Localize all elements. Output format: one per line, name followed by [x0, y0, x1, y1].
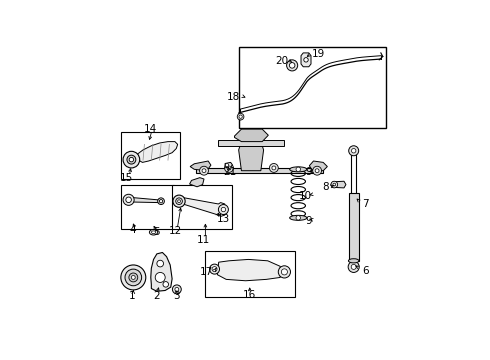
Text: 8: 8	[322, 183, 329, 192]
Bar	[172, 185, 232, 229]
Circle shape	[224, 163, 233, 172]
Circle shape	[175, 287, 179, 291]
Ellipse shape	[290, 167, 307, 172]
Bar	[205, 251, 295, 297]
Circle shape	[225, 163, 229, 167]
Circle shape	[123, 194, 134, 205]
Ellipse shape	[149, 229, 158, 235]
Circle shape	[178, 200, 180, 203]
Circle shape	[239, 115, 242, 118]
Polygon shape	[331, 181, 346, 188]
Circle shape	[126, 197, 131, 203]
Circle shape	[158, 198, 164, 204]
Circle shape	[159, 199, 163, 203]
Text: 14: 14	[144, 124, 157, 134]
Text: 3: 3	[173, 291, 180, 301]
Circle shape	[296, 167, 300, 172]
Circle shape	[163, 282, 169, 287]
Circle shape	[331, 181, 338, 188]
Circle shape	[351, 264, 356, 269]
Circle shape	[131, 275, 135, 279]
Text: 17: 17	[199, 267, 213, 277]
Polygon shape	[239, 146, 264, 171]
Text: 16: 16	[243, 291, 256, 301]
Text: 10: 10	[298, 191, 312, 201]
Circle shape	[210, 264, 220, 274]
Polygon shape	[151, 252, 172, 291]
Circle shape	[272, 166, 276, 170]
Polygon shape	[133, 198, 159, 203]
Polygon shape	[235, 129, 269, 141]
Bar	[121, 132, 180, 179]
Text: 11: 11	[197, 235, 210, 245]
Circle shape	[129, 273, 138, 282]
Circle shape	[313, 166, 321, 175]
Polygon shape	[309, 161, 327, 171]
Ellipse shape	[348, 259, 359, 263]
Circle shape	[287, 60, 298, 71]
Polygon shape	[182, 198, 225, 216]
Circle shape	[129, 157, 134, 162]
Circle shape	[176, 198, 182, 204]
Text: 6: 6	[362, 266, 368, 275]
Text: 13: 13	[217, 214, 230, 224]
Circle shape	[219, 204, 228, 215]
Polygon shape	[190, 161, 211, 171]
Circle shape	[172, 285, 181, 294]
Ellipse shape	[151, 231, 156, 234]
Circle shape	[202, 169, 206, 173]
Text: 15: 15	[120, 173, 133, 183]
Circle shape	[351, 149, 356, 153]
Circle shape	[278, 266, 291, 278]
Circle shape	[221, 207, 225, 212]
Circle shape	[281, 269, 288, 275]
Circle shape	[173, 195, 185, 207]
Circle shape	[121, 265, 146, 290]
Ellipse shape	[290, 215, 307, 220]
Bar	[349, 193, 359, 261]
Text: 9: 9	[305, 216, 312, 226]
Text: 4: 4	[129, 225, 136, 235]
Circle shape	[199, 166, 208, 175]
Text: 20: 20	[275, 56, 288, 66]
Text: 2: 2	[153, 291, 160, 301]
Text: 21: 21	[223, 167, 236, 176]
Polygon shape	[217, 260, 280, 281]
Circle shape	[290, 63, 295, 68]
Circle shape	[270, 163, 278, 172]
Text: 5: 5	[153, 227, 160, 237]
Circle shape	[212, 267, 217, 271]
Circle shape	[296, 216, 300, 220]
Text: 7: 7	[362, 199, 368, 209]
Circle shape	[348, 261, 359, 273]
Circle shape	[125, 269, 142, 286]
Circle shape	[127, 155, 136, 164]
Circle shape	[237, 113, 244, 120]
Circle shape	[349, 146, 359, 156]
Bar	[239, 48, 386, 128]
Circle shape	[157, 260, 164, 267]
Bar	[121, 185, 173, 229]
Polygon shape	[138, 141, 178, 162]
Text: 9: 9	[305, 167, 312, 177]
Circle shape	[333, 183, 336, 186]
Polygon shape	[301, 53, 311, 67]
Circle shape	[155, 273, 165, 283]
Circle shape	[304, 58, 308, 62]
Text: 1: 1	[128, 291, 135, 301]
Text: 19: 19	[312, 49, 325, 59]
Text: 12: 12	[169, 226, 182, 236]
Polygon shape	[190, 177, 204, 187]
Circle shape	[123, 151, 140, 168]
Text: 18: 18	[227, 92, 240, 102]
Circle shape	[227, 166, 231, 170]
Polygon shape	[218, 140, 284, 146]
Polygon shape	[225, 162, 232, 168]
Polygon shape	[196, 168, 323, 174]
Circle shape	[315, 169, 319, 173]
